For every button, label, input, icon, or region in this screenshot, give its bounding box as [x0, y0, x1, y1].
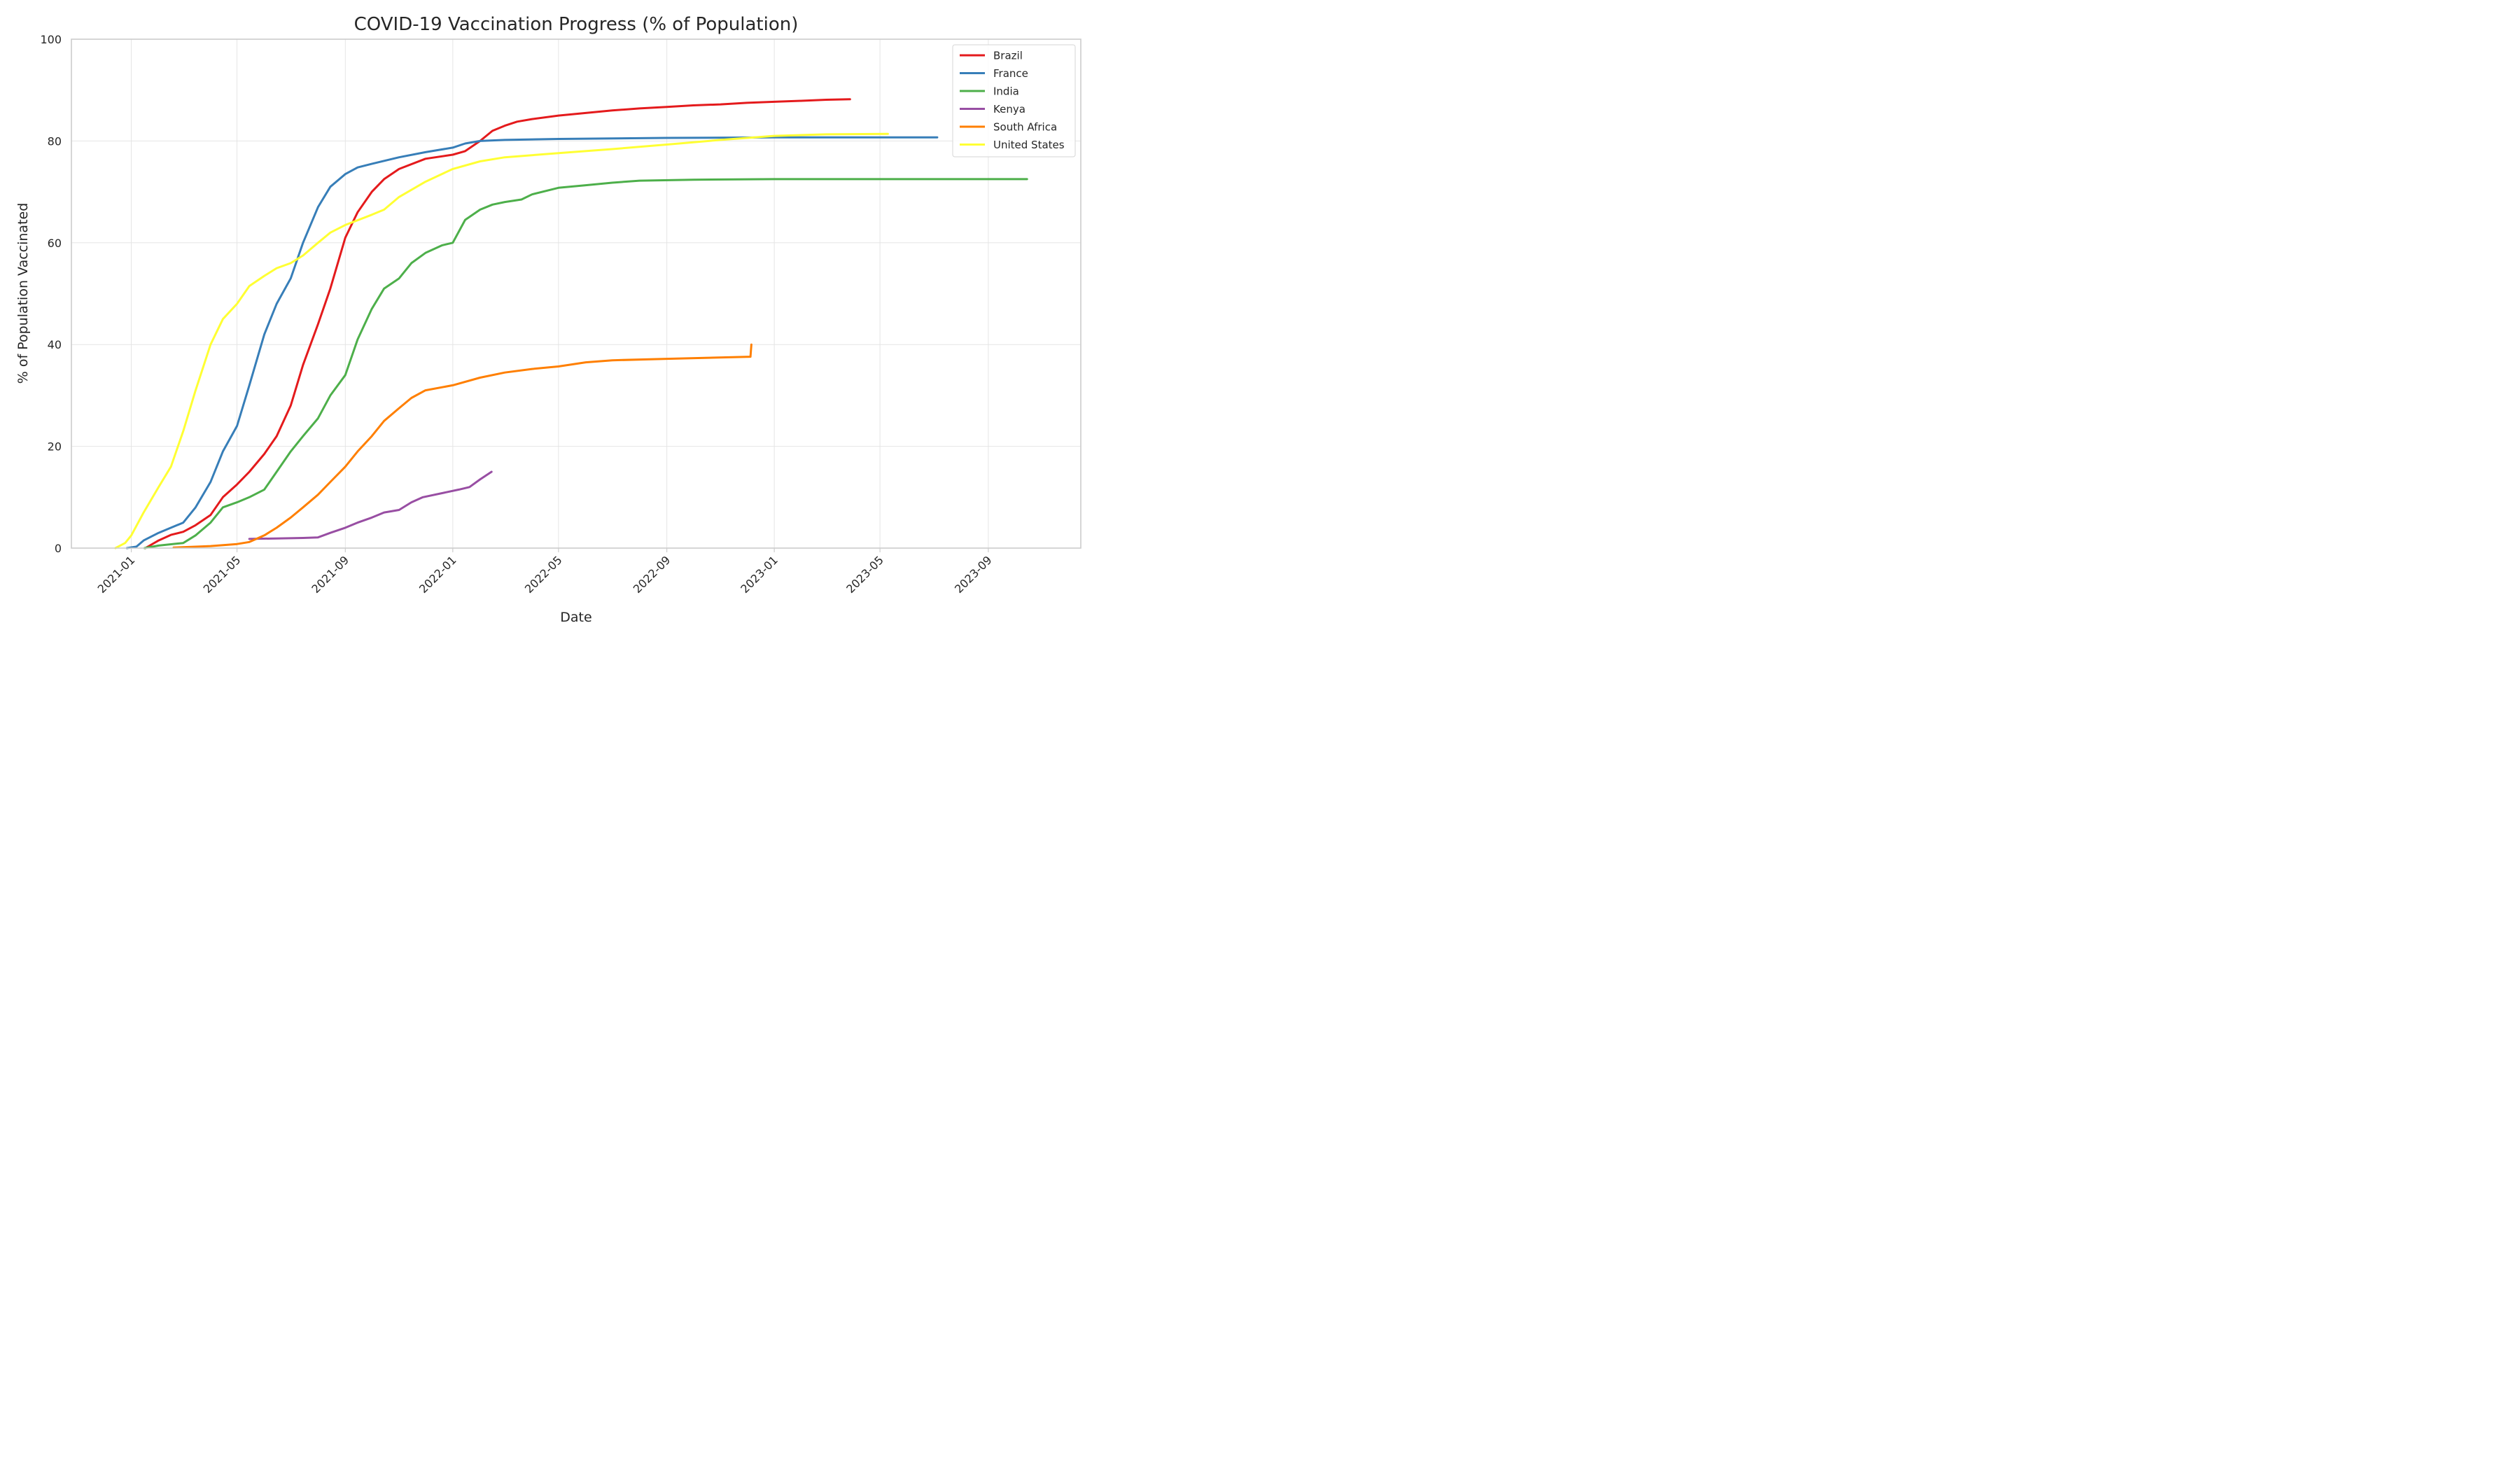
y-tick-label: 60	[48, 237, 62, 250]
series-line-brazil	[144, 98, 851, 550]
legend-label-india: India	[993, 85, 1019, 98]
legend-label-united-states: United States	[993, 139, 1065, 151]
series-line-kenya	[248, 470, 493, 540]
plot-frame	[71, 38, 1082, 549]
legend-label-brazil: Brazil	[993, 50, 1023, 62]
y-axis-label: % of Population Vaccinated	[15, 203, 31, 384]
series-line-south-africa	[172, 343, 752, 549]
y-tick-label: 20	[48, 440, 62, 454]
y-tick-label: 80	[48, 134, 62, 148]
legend: Brazil France India Kenya South Africa United…	[952, 44, 1076, 158]
y-axis-ticks: 0 20 40 60 80 100	[40, 33, 62, 555]
chart-title: COVID-19 Vaccination Progress (% of Popu…	[354, 14, 799, 35]
legend-label-south-africa: South Africa	[993, 121, 1057, 134]
series-lines	[114, 98, 1028, 550]
series-line-france	[125, 136, 939, 550]
y-tick-label: 40	[48, 338, 62, 351]
legend-label-france: France	[993, 67, 1028, 80]
y-tick-label: 100	[40, 33, 62, 46]
legend-label-kenya: Kenya	[993, 103, 1026, 115]
x-axis-label: Date	[560, 610, 592, 625]
chart-background	[0, 0, 1095, 635]
vaccination-chart: COVID-19 Vaccination Progress (% of Popu…	[0, 0, 1095, 635]
series-line-united-states	[114, 132, 889, 550]
series-line-india	[143, 178, 1028, 550]
y-tick-label: 0	[55, 542, 62, 555]
